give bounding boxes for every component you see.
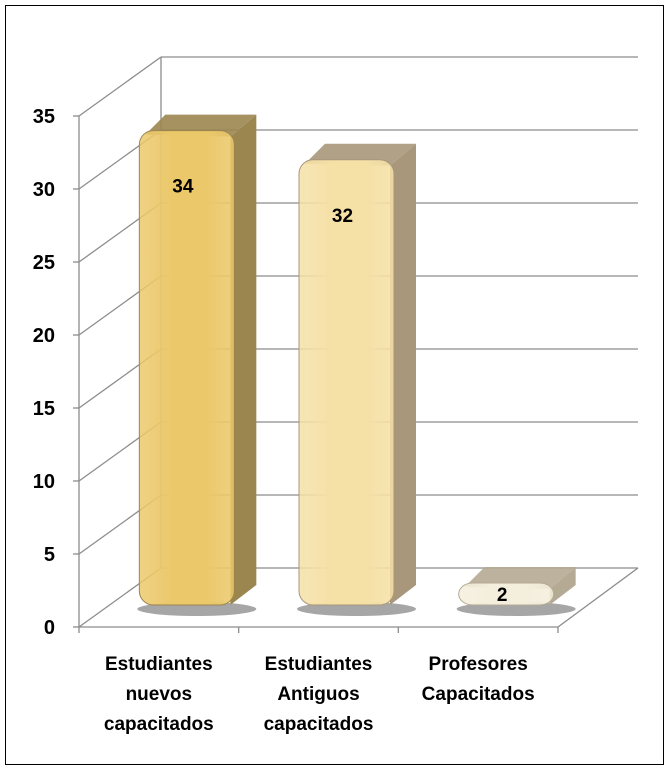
bar-side [549,567,576,605]
gridline-depth [78,56,162,117]
data-label: 34 [172,177,194,198]
y-tick-label: 10 [33,471,55,493]
data-label: 32 [332,206,353,227]
y-tick-label: 0 [44,617,55,639]
x-tick-label: Estudiantes [265,654,373,675]
bar [298,159,395,606]
x-tick-label: nuevos [126,684,193,705]
y-tick-label: 35 [33,106,55,128]
bar-side [390,143,416,606]
x-tick-label: Profesores [429,654,528,675]
data-label: 2 [497,585,508,606]
x-tick-label: capacitados [264,714,374,735]
y-tick-label: 15 [33,398,55,420]
y-tick-label: 20 [33,325,55,347]
x-tick-label: Antiguos [277,684,359,705]
y-tick-label: 30 [33,179,55,201]
x-tick-label: capacitados [104,714,214,735]
bar [138,130,235,606]
x-tick-label: Estudiantes [105,654,213,675]
bar-side [230,114,257,605]
bar [458,582,555,606]
y-tick-label: 5 [44,544,55,566]
x-tick-label: Capacitados [422,684,535,705]
y-tick-label: 25 [33,252,55,274]
floor-right-edge [557,567,639,628]
